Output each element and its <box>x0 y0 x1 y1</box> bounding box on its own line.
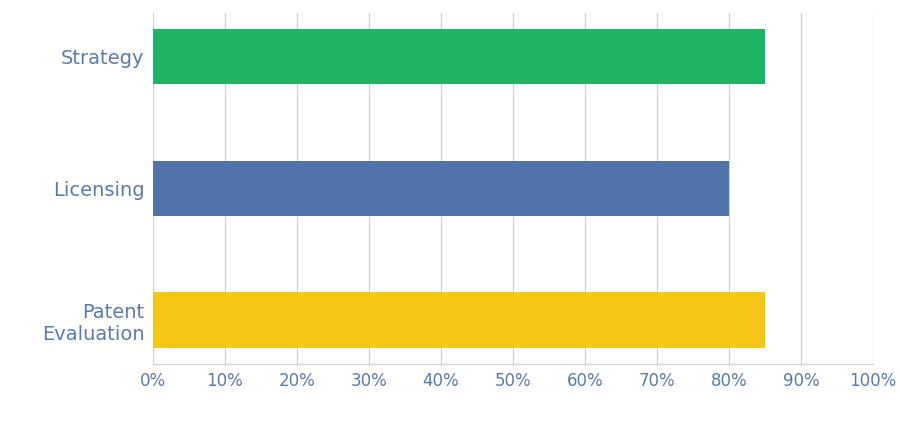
Bar <box>153 160 729 216</box>
Bar <box>153 292 765 348</box>
Bar <box>153 29 765 84</box>
